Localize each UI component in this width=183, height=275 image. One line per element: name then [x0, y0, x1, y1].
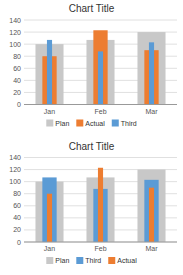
x-axis: [24, 242, 177, 243]
bar: [93, 30, 107, 104]
y-tick-label: 0: [17, 239, 21, 246]
bar: [137, 32, 165, 104]
y-tick-label: 80: [13, 190, 21, 197]
y-tick-label: 60: [13, 65, 21, 72]
legend-swatch: [112, 120, 119, 127]
x-tick-label: Mar: [145, 245, 158, 252]
legend-swatch: [76, 120, 83, 127]
y-tick-label: 100: [9, 178, 21, 185]
y-tick-label: 140: [9, 17, 21, 24]
y-tick-label: 140: [9, 154, 21, 161]
legend-label: Plan: [55, 120, 69, 127]
legend-swatch: [76, 257, 83, 264]
bar: [47, 40, 52, 105]
grid-line: [24, 104, 177, 105]
y-tick-label: 40: [13, 214, 21, 221]
legend-swatch: [46, 257, 53, 264]
bar: [149, 42, 154, 104]
legend-label: Actual: [117, 257, 137, 264]
bars: [35, 30, 165, 104]
chart: Chart Title 0 20 40 60 80 100 120 140 Jan Feb Mar Pl…: [9, 3, 177, 127]
bar: [144, 180, 158, 242]
figure: Chart Title 0 20 40 60 80 100 120 140 Jan Feb Mar Pl…: [0, 0, 183, 275]
x-tick-label: Jan: [44, 245, 55, 252]
x-tick-label: Jan: [44, 108, 55, 115]
legend: Plan Third Actual: [46, 257, 137, 264]
bars: [35, 168, 165, 242]
legend-label: Actual: [85, 120, 105, 127]
x-tick-label: Feb: [94, 245, 106, 252]
bar: [137, 170, 165, 242]
bar: [98, 168, 103, 242]
y-tick-label: 0: [17, 101, 21, 108]
y-tick-label: 20: [13, 89, 21, 96]
y-tick-label: 100: [9, 41, 21, 48]
bar: [42, 177, 56, 242]
y-tick-label: 120: [9, 29, 21, 36]
x-tick-label: Feb: [94, 108, 106, 115]
y-tick-label: 40: [13, 77, 21, 84]
x-axis: [24, 104, 177, 105]
legend-label: Third: [85, 257, 101, 264]
bar: [149, 188, 154, 242]
y-tick-label: 20: [13, 226, 21, 233]
grid-line: [24, 157, 177, 158]
chart: Chart Title 0 20 40 60 80 100 120 140 Jan Feb Mar Pl…: [9, 141, 177, 265]
y-tick-label: 120: [9, 166, 21, 173]
legend-swatch: [108, 257, 115, 264]
legend-label: Plan: [55, 257, 69, 264]
bar: [98, 51, 103, 104]
y-tick-label: 60: [13, 202, 21, 209]
bar: [47, 194, 52, 242]
grid-line: [24, 20, 177, 21]
y-tick-label: 80: [13, 53, 21, 60]
title: Chart Title: [69, 3, 115, 14]
legend-label: Third: [121, 120, 137, 127]
legend-swatch: [46, 120, 53, 127]
grid-line: [24, 242, 177, 243]
legend: Plan Actual Third: [46, 120, 137, 127]
title: Chart Title: [69, 141, 115, 152]
x-tick-label: Mar: [145, 108, 158, 115]
